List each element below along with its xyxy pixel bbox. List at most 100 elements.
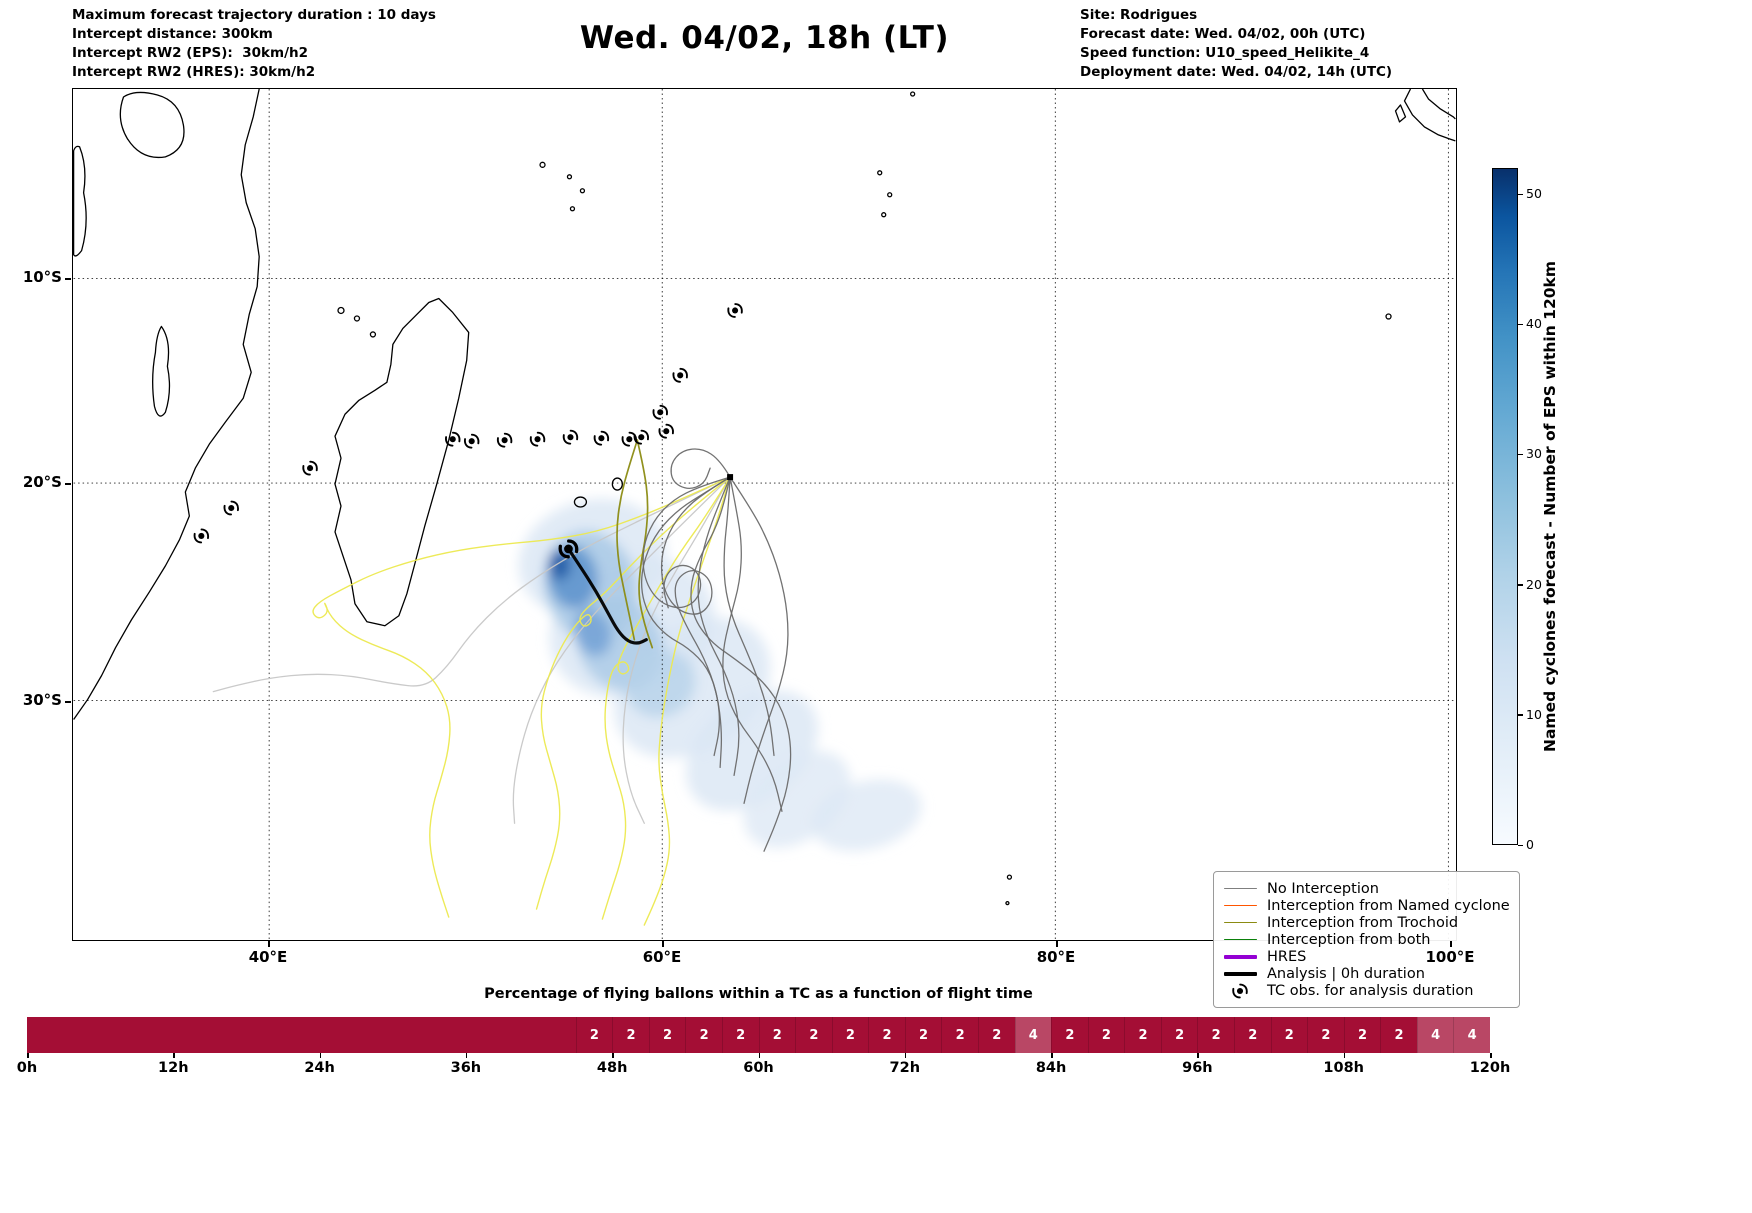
lon-tick-label: 80°E [1036,948,1076,966]
legend-item: Interception from Named cyclone [1224,897,1510,914]
axis-tick [65,701,71,703]
bar-segment-count: 2 [904,1017,942,1053]
trajectory-no-interception [722,476,783,812]
colorbar-tick-label: 0 [1526,837,1534,852]
bar-segment-count: 2 [721,1017,759,1053]
bar-segment-count: 2 [1087,1017,1125,1053]
trajectory-analysis [566,547,648,645]
axis-tick [662,941,664,947]
island-small [887,192,893,198]
bar-segment-count: 2 [1343,1017,1381,1053]
trajectory-trochoid [312,476,731,918]
tc-observation-icon [562,429,579,445]
lon-tick-label: 60°E [642,948,682,966]
coastline-sumatra [1403,89,1456,142]
lat-tick-label: 10°S [22,268,62,286]
legend-line-sample [1224,954,1257,959]
lat-tick-label: 30°S [22,691,62,709]
legend-item-label: Interception from Named cyclone [1267,897,1510,914]
bar-segment-count: 2 [612,1017,649,1053]
coastline-africa [73,89,260,720]
header-info-line: Intercept RW2 (EPS): 30km/h2 [72,45,308,61]
header-info-line: Maximum forecast trajectory duration : 1… [72,7,436,23]
tc-observation-icon [302,460,318,476]
coastlines [73,89,1456,906]
bar-axis-tick-label: 48h [596,1060,628,1076]
bar-axis-tick-label: 84h [1035,1060,1067,1076]
legend-item-label: No Interception [1267,880,1379,897]
colorbar-tick-label: 40 [1526,316,1542,332]
axis-tick [1450,941,1452,947]
coastline-madagascar [334,297,470,627]
bar-axis-tick [465,1053,468,1058]
bar-axis-tick-label: 60h [743,1060,774,1076]
island-small [877,170,883,176]
axis-tick [268,941,270,947]
legend-item-label: Interception from Trochoid [1267,914,1459,931]
bar-axis-tick [173,1053,175,1058]
deployment-site-marker [727,474,734,481]
bar-segment-count: 2 [1307,1017,1344,1053]
bar-segment-count: 2 [941,1017,978,1053]
tc-observation-icon [593,430,610,446]
bar-axis-tick [1051,1053,1053,1058]
bar-axis-tick-label: 72h [889,1060,921,1076]
header-info-line: Forecast date: Wed. 04/02, 00h (UTC) [1080,26,1366,42]
island-seychelles [539,161,546,168]
trajectory-no-interception [723,476,775,757]
header-info-line: Intercept distance: 300km [72,26,273,42]
colorbar-tick-label: 20 [1526,576,1542,592]
header-info-line: Deployment date: Wed. 04/02, 14h (UTC) [1080,64,1393,80]
tc-observation-icon [529,431,546,447]
bar-axis-tick [1343,1053,1346,1058]
island-reunion [573,496,588,508]
bar-segment-count: 2 [831,1017,869,1053]
island-mayotte [369,331,377,338]
colorbar-tick-label: 10 [1526,706,1542,722]
bar-axis-tick-label: 120h [1469,1060,1511,1076]
eps-colorbar [1492,168,1518,845]
bar-segment-count: 2 [868,1017,905,1053]
trajectory-trochoid [601,476,731,920]
trajectory-no-interception [640,476,731,757]
legend-item-label: Interception from both [1267,931,1431,948]
legend-item: Interception from Trochoid [1224,914,1509,931]
tc-observation-icon [445,431,461,447]
legend-line-sample [1224,904,1257,907]
colorbar-tick [1518,584,1523,586]
tc-observation-icon [672,367,688,383]
bar-segment-count: 2 [1270,1017,1308,1053]
bar-segment-count: 2 [685,1017,722,1053]
trajectory-trochoid-mean [616,439,639,641]
trajectory-map: No Interception Interception from Named c… [72,88,1520,1008]
trajectory-no-interception [642,476,731,609]
balloon-trajectories [212,439,792,926]
island-cocos [1385,313,1392,320]
axis-tick [65,483,71,485]
tc-markers [193,303,743,559]
bar-axis-tick-label: 36h [450,1060,482,1076]
bar-segment-count: 2 [1051,1017,1088,1053]
eps-density-blob [573,609,612,657]
colorbar-tick [1518,193,1523,196]
legend-item-label: TC obs. for analysis duration [1267,982,1474,999]
lake-victoria [119,91,185,159]
legend-line-sample [1224,971,1257,976]
axis-tick [1056,941,1058,947]
trajectory-no-interception [690,476,792,852]
legend-item-label: Analysis | 0h duration [1267,965,1425,982]
graticule-gridlines [73,89,1456,940]
bar-axis-tick [758,1053,760,1058]
header-info-line: Speed function: U10_speed_Helikite_4 [1080,45,1370,61]
eps-density-blob [812,779,922,852]
tc-observation-icon [652,404,668,420]
island-st-paul [1006,874,1013,880]
bar-axis-tick [612,1053,614,1058]
island-amsterdam [1005,900,1010,906]
trajectory-no-interception [670,448,731,489]
axis-tick [65,278,71,280]
map-canvas [73,89,1456,940]
bar-segment-count: 2 [1124,1017,1161,1053]
bottom-chart-title: Percentage of flying ballons within a TC… [484,986,1033,1002]
